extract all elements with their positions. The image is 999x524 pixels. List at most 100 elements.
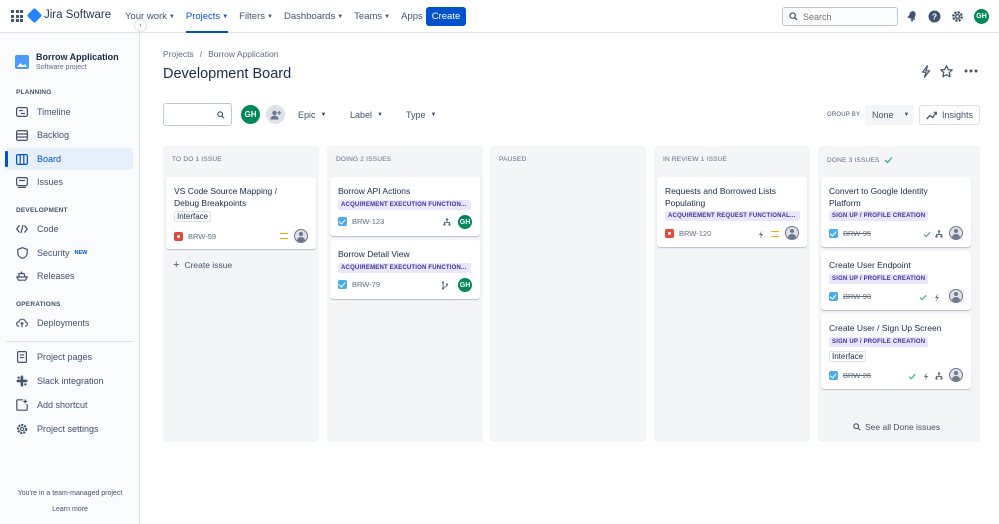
unassigned-avatar-icon[interactable] [949,368,963,382]
automation-lightning-icon[interactable] [919,64,933,78]
card-title: Borrow API Actions [338,186,411,196]
section-operations: OPERATIONS [16,301,61,308]
nav-dashboards[interactable]: Dashboards ▼ [283,11,344,22]
chevron-down-icon: ▼ [903,112,910,118]
task-icon [338,217,347,226]
jira-logo-icon [26,7,43,23]
create-issue-button[interactable]: + Create issue [173,259,233,271]
column-title: DOING 2 ISSUES [336,156,392,163]
svg-text:?: ? [931,11,936,21]
nav-projects[interactable]: Projects ▼ [185,0,229,33]
unassigned-avatar-icon[interactable] [294,229,308,243]
epic-badge: SIGN UP / PROFILE CREATION [829,274,929,284]
project-avatar-icon [15,55,29,69]
epic-badge: ACQUIREMENT EXECUTION FUNCTION... [338,263,471,273]
help-icon[interactable]: ? [927,9,941,23]
search-input[interactable] [803,11,893,22]
insights-button[interactable]: Insights [919,105,980,125]
sidebar-item-board[interactable]: Board [5,148,133,170]
sidebar-item-project-pages[interactable]: Project pages [6,346,133,368]
unassigned-avatar-icon[interactable] [785,226,799,240]
settings-gear-icon[interactable] [950,9,964,23]
sidebar-item-security[interactable]: Security NEW [6,242,133,264]
sidebar-item-slack-integration[interactable]: Slack integration [6,370,133,392]
assignee-avatar[interactable]: GH [458,215,472,229]
app-switcher-icon[interactable] [11,10,23,22]
breadcrumb-project[interactable]: Borrow Application [208,49,279,59]
sidebar-item-backlog[interactable]: Backlog [6,124,133,146]
lightning-icon [756,229,766,239]
add-people-icon[interactable] [266,105,285,124]
create-button[interactable]: Create [426,7,466,26]
board-icon [16,153,28,165]
label-filter[interactable]: Label ▼ [350,110,383,120]
column-title: TO DO 1 ISSUE [172,156,222,163]
epic-filter[interactable]: Epic ▼ [298,110,327,120]
collapse-sidebar-button[interactable]: ‹ [134,19,147,32]
done-check-icon [884,157,893,164]
sidebar-divider [6,341,134,342]
search-icon [853,423,861,431]
issue-key[interactable]: BRW-93 [843,292,872,301]
breadcrumb-projects[interactable]: Projects [163,49,194,59]
issue-card[interactable]: Create User Endpoint SIGN UP / PROFILE C… [821,251,971,310]
sidebar-item-code[interactable]: Code [6,218,133,240]
unassigned-avatar-icon[interactable] [949,289,963,303]
sidebar-item-project-settings[interactable]: Project settings [6,418,133,440]
search-box[interactable] [782,7,898,26]
nav-filters[interactable]: Filters ▼ [239,11,273,22]
nav-your-work[interactable]: Your work ▼ [125,11,175,22]
epic-badge: SIGN UP / PROFILE CREATION [829,337,929,347]
board-search-input[interactable] [168,104,218,124]
chevron-down-icon: ▼ [222,13,229,20]
issue-card[interactable]: Convert to Google Identity Platform SIGN … [821,177,971,247]
project-header[interactable]: Borrow Application Software project [15,52,119,71]
sidebar-item-add-shortcut[interactable]: Add shortcut [6,394,133,416]
issue-card[interactable]: VS Code Source Mapping / Debug Breakpoint… [166,177,316,249]
issue-key[interactable]: BRW-79 [352,280,381,289]
chevron-down-icon: ▼ [168,13,175,20]
see-all-done-link[interactable]: See all Done issues [853,422,940,432]
assignee-avatar[interactable]: GH [458,278,472,292]
unassigned-avatar-icon[interactable] [949,226,963,240]
branch-icon [440,280,450,290]
group-by-select[interactable]: None ▼ [865,105,914,125]
user-avatar[interactable]: GH [974,9,989,24]
issue-key[interactable]: BRW-123 [352,217,385,226]
insights-chart-icon [926,111,937,119]
chevron-down-icon: ▼ [377,112,383,118]
subtask-icon [934,371,944,381]
sidebar-item-deployments[interactable]: Deployments [6,312,133,334]
issue-key[interactable]: BRW-95 [843,229,872,238]
more-actions-icon[interactable] [963,64,979,78]
notifications-icon[interactable] [905,9,919,23]
shield-icon [16,247,28,259]
sidebar-item-timeline[interactable]: Timeline [6,101,133,123]
issue-key[interactable]: BRW-59 [188,232,217,241]
sidebar-item-releases[interactable]: Releases [6,265,133,287]
subtask-icon [442,217,452,227]
issue-card[interactable]: Borrow API Actions ACQUIREMENT EXECUTION… [330,177,480,236]
learn-more-link[interactable]: Learn more [52,506,88,513]
priority-medium-icon [280,233,288,239]
task-icon [829,292,838,301]
issue-key[interactable]: BRW-26 [843,371,872,380]
issue-card[interactable]: Borrow Detail View ACQUIREMENT EXECUTION… [330,240,480,299]
chevron-down-icon: ▼ [267,13,273,20]
jira-logo[interactable]: Jira Software [26,7,111,23]
type-filter[interactable]: Type ▼ [406,110,437,120]
card-label: Interface [829,351,867,362]
project-type: Software project [36,64,87,71]
card-title: Create User / Sign Up Screen [829,323,942,333]
star-icon[interactable] [939,64,953,78]
nav-teams[interactable]: Teams ▼ [354,11,391,22]
search-icon [217,111,225,119]
team-managed-note: You're in a team-managed project [17,490,123,497]
issue-card[interactable]: Requests and Borrowed Lists Populating AC… [657,177,807,247]
filter-avatar[interactable]: GH [241,105,260,124]
board-search[interactable] [163,103,232,126]
issue-card[interactable]: Create User / Sign Up Screen SIGN UP / P… [821,314,971,389]
sidebar-item-issues[interactable]: Issues [6,171,133,193]
slack-icon [16,375,28,387]
issue-key[interactable]: BRW-120 [679,229,712,238]
